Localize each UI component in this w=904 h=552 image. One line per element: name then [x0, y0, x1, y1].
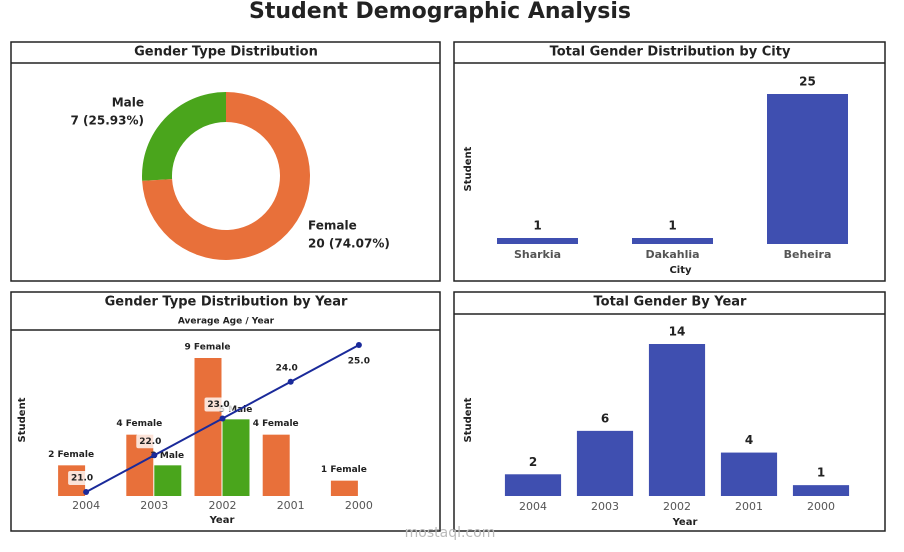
data-label: 24.0	[276, 363, 298, 373]
line-point	[355, 342, 362, 348]
x-tick-label: 2003	[591, 500, 619, 513]
line-point	[219, 415, 226, 422]
panels	[10, 41, 886, 532]
data-label: 23.0	[207, 400, 229, 410]
bar	[497, 238, 578, 244]
data-label: 22.0	[139, 437, 161, 447]
label-bg	[344, 354, 373, 368]
x-tick-label: Beheira	[784, 248, 832, 261]
y-axis-label: Student	[463, 146, 474, 191]
data-label: 7 (25.93%)	[71, 114, 144, 128]
data-label: 6	[601, 411, 609, 425]
x-tick-label: 2004	[72, 499, 100, 512]
data-label: 4	[745, 433, 753, 447]
x-tick-label: Dakahlia	[645, 248, 699, 261]
data-label: 2 Male	[150, 451, 184, 461]
bar	[262, 434, 290, 496]
data-label: 2 Female	[48, 450, 94, 460]
x-tick-label: Sharkia	[514, 248, 561, 261]
data-label: 1	[533, 219, 541, 233]
x-tick-label: 2002	[209, 499, 237, 512]
line-point	[83, 489, 90, 495]
bar	[632, 238, 713, 244]
label-bg	[204, 397, 233, 412]
data-label: 20 (74.07%)	[308, 237, 390, 251]
x-tick-label: 2000	[807, 500, 835, 513]
line-point	[151, 452, 158, 459]
data-label: 25.0	[348, 357, 370, 367]
x-tick-label: 2001	[735, 500, 763, 513]
bar	[330, 480, 358, 496]
donut-slice	[142, 92, 310, 260]
bar	[576, 430, 634, 496]
label-bg	[68, 471, 97, 485]
bar	[648, 344, 706, 496]
x-axis-label: Year	[672, 517, 698, 528]
x-axis-label: City	[669, 265, 692, 276]
data-label: 4 Female	[253, 419, 299, 429]
bar	[154, 465, 182, 496]
donut-slice	[142, 92, 226, 181]
label-bg	[272, 360, 301, 375]
bar	[222, 419, 250, 496]
bar	[767, 94, 848, 244]
x-tick-label: 2004	[519, 500, 547, 513]
x-tick-label: 2000	[345, 499, 373, 512]
data-label: 1 Female	[321, 465, 367, 475]
x-tick-label: 2002	[663, 500, 691, 513]
bar	[504, 474, 562, 496]
chart-title: Gender Type Distribution	[134, 45, 318, 60]
label-bg	[136, 434, 165, 449]
watermark: mostaql.com	[405, 525, 496, 541]
chart-title: Total Gender By Year	[594, 295, 748, 310]
x-axis-label: Year	[209, 515, 235, 526]
legend-label: Male	[112, 96, 144, 110]
x-tick-label: 2003	[140, 499, 168, 512]
data-label: 2	[529, 455, 537, 469]
data-label: 1	[668, 219, 676, 233]
chart-title: Total Gender Distribution by City	[550, 45, 791, 60]
data-label: 9 Female	[185, 343, 231, 353]
data-label: 14	[669, 325, 686, 339]
data-label: 21.0	[71, 474, 93, 484]
x-tick-label: 2001	[277, 499, 305, 512]
page-title: Student Demographic Analysis	[249, 0, 631, 24]
data-label: 5 Male	[219, 405, 253, 415]
chart-title: Gender Type Distribution by Year	[105, 295, 348, 310]
bar	[720, 452, 778, 496]
y-axis-label: Student	[463, 397, 474, 442]
chart-subtitle: Average Age / Year	[178, 317, 275, 327]
y-axis-label: Student	[17, 397, 28, 442]
legend-label: Female	[308, 219, 357, 233]
data-label: 1	[817, 466, 825, 480]
bar	[792, 485, 850, 496]
line-point	[287, 378, 294, 385]
data-label: 25	[799, 75, 816, 89]
data-label: 4 Female	[116, 419, 162, 429]
